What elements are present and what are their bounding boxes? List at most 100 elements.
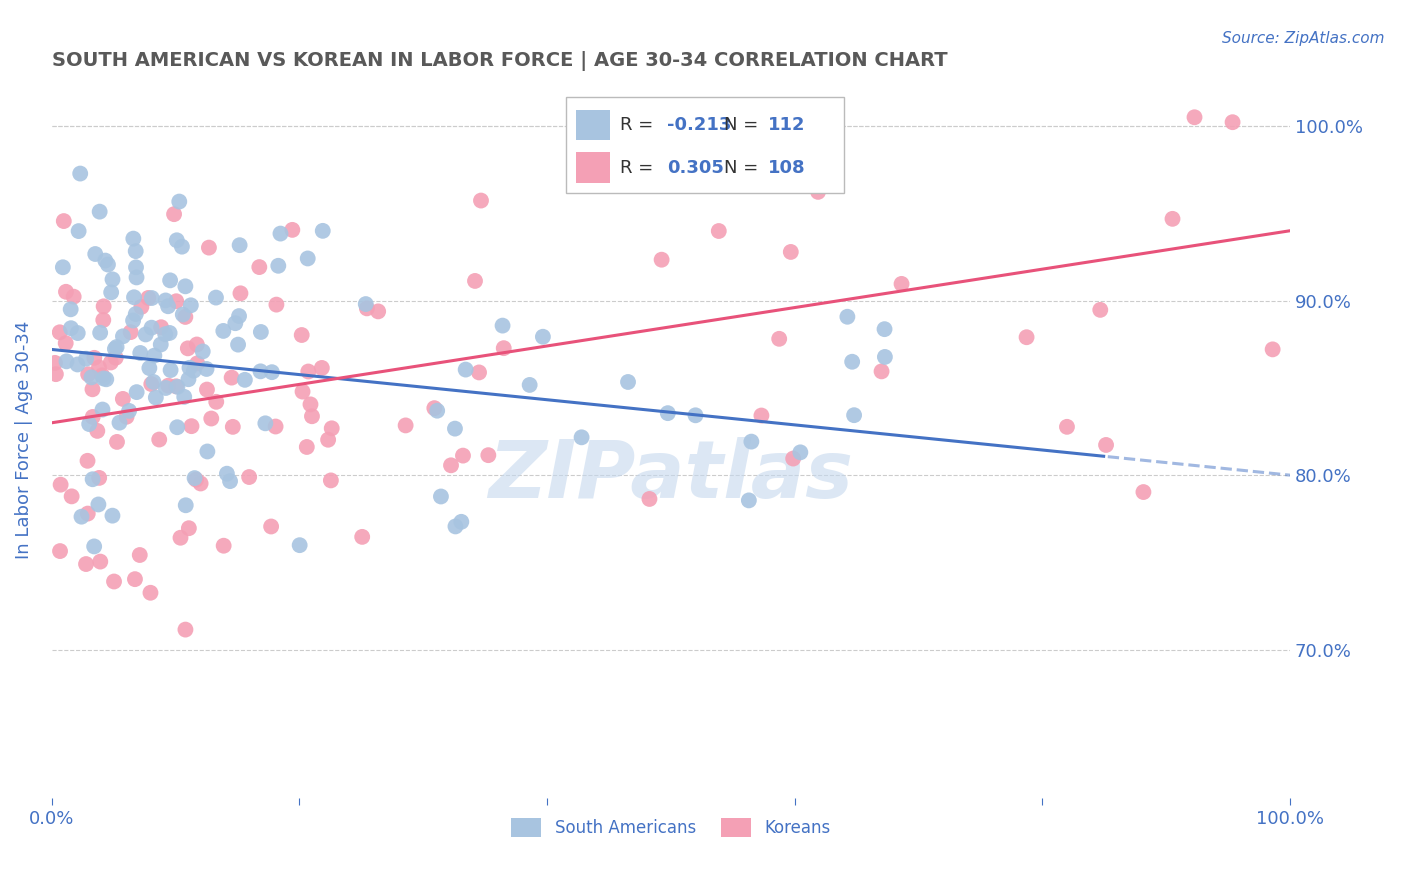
Point: [91, 402, 114, 417]
Point: [93, 299, 115, 313]
Point: [264, 419, 287, 434]
Point: [131, 300, 153, 314]
Point: [143, 349, 166, 363]
Point: [163, 207, 186, 221]
Point: [492, 341, 515, 355]
Point: [311, 360, 333, 375]
Point: [82, 409, 104, 424]
Point: [104, 351, 127, 365]
Point: [638, 491, 661, 506]
Text: 0.305: 0.305: [668, 159, 724, 177]
Point: [166, 233, 188, 247]
Point: [212, 324, 235, 338]
Point: [115, 409, 138, 424]
Point: [145, 391, 167, 405]
Point: [155, 381, 177, 395]
Point: [66, 326, 89, 340]
Point: [169, 194, 191, 209]
Point: [205, 394, 228, 409]
Point: [169, 531, 191, 545]
Point: [120, 325, 142, 339]
Point: [571, 430, 593, 444]
Point: [89, 555, 111, 569]
Point: [83, 540, 105, 554]
Point: [49, 544, 72, 558]
Point: [260, 519, 283, 533]
Point: [195, 362, 218, 376]
Point: [267, 259, 290, 273]
Point: [260, 365, 283, 379]
Bar: [575, 153, 610, 183]
Point: [100, 355, 122, 369]
Point: [165, 294, 187, 309]
Point: [165, 379, 187, 393]
Point: [468, 366, 491, 380]
Point: [150, 320, 173, 334]
Point: [291, 384, 314, 399]
Point: [180, 419, 202, 434]
Point: [103, 574, 125, 589]
Point: [60, 489, 83, 503]
Point: [89, 204, 111, 219]
Point: [100, 285, 122, 300]
Point: [62, 290, 84, 304]
Point: [266, 298, 288, 312]
Bar: [575, 110, 610, 140]
Point: [142, 375, 165, 389]
Point: [177, 521, 200, 535]
Text: Source: ZipAtlas.com: Source: ZipAtlas.com: [1222, 31, 1385, 46]
Point: [125, 385, 148, 400]
Point: [238, 470, 260, 484]
Point: [254, 417, 277, 431]
Point: [138, 361, 160, 376]
Point: [75, 557, 97, 571]
Y-axis label: In Labor Force | Age 30-34: In Labor Force | Age 30-34: [15, 321, 32, 559]
Point: [451, 449, 474, 463]
Point: [444, 519, 467, 533]
Point: [172, 308, 194, 322]
Point: [841, 355, 863, 369]
Point: [122, 232, 145, 246]
Point: [75, 351, 97, 366]
Point: [89, 326, 111, 340]
Point: [367, 304, 389, 318]
Point: [200, 411, 222, 425]
Point: [233, 373, 256, 387]
Point: [157, 378, 180, 392]
Point: [228, 238, 250, 252]
Point: [105, 340, 128, 354]
Point: [45, 367, 67, 381]
Point: [66, 358, 89, 372]
Point: [247, 260, 270, 274]
Point: [312, 224, 335, 238]
Point: [108, 416, 131, 430]
Point: [76, 454, 98, 468]
Point: [174, 623, 197, 637]
Point: [807, 185, 830, 199]
Point: [49, 477, 72, 491]
Point: [135, 327, 157, 342]
Point: [657, 406, 679, 420]
Point: [125, 307, 148, 321]
Point: [215, 467, 238, 481]
Point: [174, 498, 197, 512]
Point: [141, 291, 163, 305]
Point: [91, 313, 114, 327]
Point: [94, 253, 117, 268]
Point: [174, 279, 197, 293]
Point: [191, 344, 214, 359]
Point: [76, 507, 98, 521]
Point: [205, 291, 228, 305]
Point: [93, 371, 115, 385]
Point: [125, 244, 148, 259]
Point: [212, 539, 235, 553]
Point: [464, 274, 486, 288]
Point: [249, 364, 271, 378]
Point: [837, 310, 859, 324]
Point: [148, 433, 170, 447]
Point: [617, 375, 640, 389]
Point: [84, 247, 107, 261]
Point: [1056, 420, 1078, 434]
Point: [354, 297, 377, 311]
Point: [1095, 438, 1118, 452]
